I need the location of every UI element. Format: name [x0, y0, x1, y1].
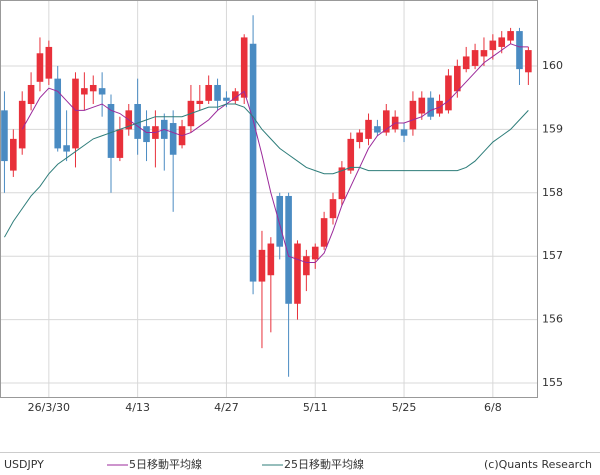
candle-body — [454, 65, 461, 92]
candle-body — [516, 31, 523, 70]
legend-label: 25日移動平均線 — [284, 457, 364, 471]
candle-body — [365, 119, 372, 139]
candle-body — [480, 50, 488, 57]
candle-body — [249, 43, 257, 282]
candle-body — [143, 126, 150, 143]
x-tick-label: 4/27 — [214, 401, 239, 414]
candle-body — [36, 53, 44, 82]
y-tick-label: 158 — [542, 186, 563, 199]
candle-body — [196, 100, 204, 105]
candle-body — [311, 246, 319, 260]
candle-body — [223, 97, 230, 101]
candle-body — [356, 132, 363, 143]
y-tick-label: 157 — [542, 249, 563, 262]
x-tick-label: 5/25 — [392, 401, 417, 414]
candle-body — [285, 195, 292, 304]
candle-body — [54, 78, 62, 149]
candle-body — [63, 145, 70, 152]
candle-body — [267, 243, 275, 276]
candle-body — [462, 56, 470, 70]
x-tick-label: 5/11 — [303, 401, 328, 414]
y-tick-label: 155 — [542, 376, 563, 389]
candle-body — [294, 243, 301, 304]
candle-body — [27, 84, 35, 105]
candle-body — [214, 84, 221, 101]
plot-frame — [0, 0, 538, 398]
candle-body — [338, 167, 346, 200]
candle-body — [418, 97, 426, 114]
candle-body — [507, 31, 514, 41]
source-label: (c)Quants Research — [484, 458, 592, 471]
candle-body — [10, 138, 17, 171]
candle-body — [382, 110, 390, 133]
candle-body — [205, 84, 212, 101]
y-tick-label: 156 — [542, 313, 563, 326]
x-tick-label: 6/8 — [484, 401, 502, 414]
candle-body — [374, 126, 381, 133]
candle-body — [525, 50, 532, 73]
x-tick-label: 26/3/30 — [28, 401, 70, 414]
candle-body — [18, 100, 26, 149]
candle-body — [72, 78, 79, 149]
y-tick-label: 159 — [542, 122, 563, 135]
candle-body — [400, 129, 408, 136]
ma-line — [21, 43, 529, 264]
legend-label: 5日移動平均線 — [129, 457, 202, 471]
y-tick-label: 160 — [542, 59, 563, 72]
ma-line — [4, 103, 529, 238]
symbol-label: USDJPY — [4, 458, 44, 471]
candle-body — [489, 40, 497, 51]
candle-body — [347, 138, 355, 171]
candle-body — [471, 50, 479, 66]
candle-body — [81, 88, 88, 95]
candle-body — [169, 123, 177, 155]
candle-body — [276, 195, 284, 247]
candle-body — [134, 104, 141, 139]
candle-body — [329, 199, 337, 219]
candle-body — [116, 129, 124, 158]
candle-body — [445, 75, 452, 111]
x-tick-label: 4/13 — [125, 401, 150, 414]
candle-body — [232, 91, 239, 101]
candle-body — [258, 249, 266, 282]
candle-body — [1, 110, 8, 162]
candle-body — [89, 84, 97, 92]
candle-body — [98, 88, 106, 95]
candle-body — [320, 218, 328, 247]
candle-body — [45, 46, 53, 79]
candle-body — [427, 97, 434, 117]
candle-body — [498, 37, 506, 47]
candle-body — [303, 256, 310, 276]
candle-body — [107, 104, 115, 158]
candle-body — [240, 37, 248, 98]
candle-body — [409, 100, 417, 130]
